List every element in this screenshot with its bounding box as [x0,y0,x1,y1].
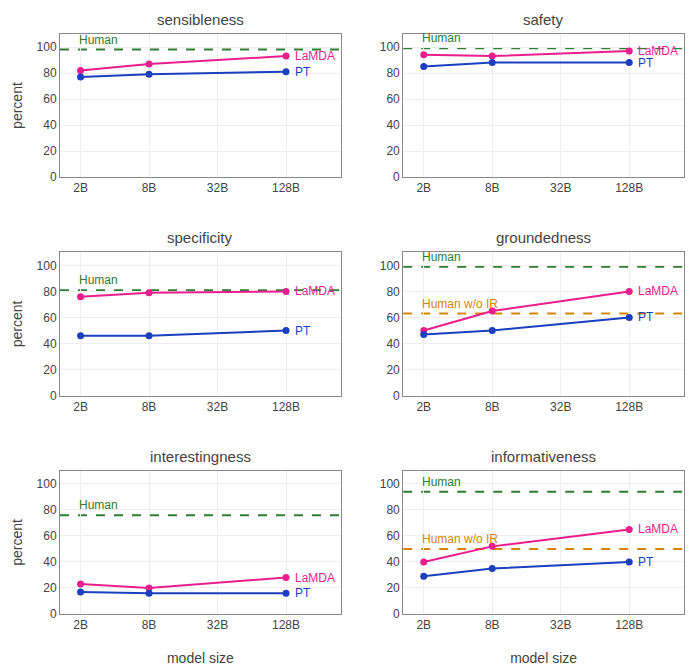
svg-text:PT: PT [295,324,311,338]
svg-text:model size: model size [167,650,234,666]
svg-text:Human: Human [422,475,461,489]
svg-text:2B: 2B [416,400,431,414]
svg-text:8B: 8B [142,618,157,632]
svg-text:40: 40 [386,337,400,351]
svg-text:PT: PT [295,65,311,79]
svg-text:128B: 128B [615,181,643,195]
svg-text:60: 60 [43,92,57,106]
svg-text:100: 100 [37,40,57,54]
svg-text:PT: PT [638,310,654,324]
svg-text:40: 40 [43,118,57,132]
svg-text:8B: 8B [485,181,500,195]
svg-text:80: 80 [386,66,400,80]
svg-text:groundedness: groundedness [496,229,591,246]
svg-text:100: 100 [380,40,400,54]
svg-text:percent: percent [9,519,25,566]
svg-text:40: 40 [43,337,57,351]
svg-text:0: 0 [393,389,400,403]
svg-text:0: 0 [50,170,57,184]
svg-text:LaMDA: LaMDA [638,284,678,298]
svg-text:32B: 32B [550,618,571,632]
svg-text:2B: 2B [73,618,88,632]
svg-text:Human: Human [422,31,461,45]
svg-text:0: 0 [50,607,57,621]
svg-text:model size: model size [510,650,577,666]
svg-text:Human w/o IR: Human w/o IR [422,532,498,546]
svg-text:32B: 32B [207,618,228,632]
svg-text:20: 20 [43,144,57,158]
svg-text:40: 40 [386,118,400,132]
svg-text:32B: 32B [550,400,571,414]
svg-text:0: 0 [50,389,57,403]
svg-text:128B: 128B [615,400,643,414]
svg-text:128B: 128B [272,181,300,195]
svg-text:Human: Human [422,250,461,264]
svg-text:60: 60 [386,92,400,106]
svg-text:80: 80 [43,66,57,80]
svg-text:20: 20 [43,363,57,377]
svg-text:2B: 2B [73,181,88,195]
svg-text:safety: safety [523,11,564,28]
svg-text:60: 60 [386,529,400,543]
svg-text:LaMDA: LaMDA [638,522,678,536]
svg-text:Human: Human [79,33,118,47]
svg-text:100: 100 [380,477,400,491]
svg-text:PT: PT [295,586,311,600]
svg-text:20: 20 [386,363,400,377]
svg-text:40: 40 [43,555,57,569]
svg-text:60: 60 [43,529,57,543]
svg-text:32B: 32B [207,400,228,414]
svg-text:LaMDA: LaMDA [295,49,335,63]
svg-text:8B: 8B [142,400,157,414]
svg-text:informativeness: informativeness [491,448,596,465]
svg-text:8B: 8B [485,618,500,632]
svg-text:Human: Human [79,498,118,512]
svg-text:20: 20 [43,581,57,595]
svg-text:100: 100 [37,259,57,273]
svg-text:sensibleness: sensibleness [157,11,244,28]
svg-text:0: 0 [393,607,400,621]
svg-text:100: 100 [380,259,400,273]
svg-text:32B: 32B [550,181,571,195]
svg-text:40: 40 [386,555,400,569]
svg-text:20: 20 [386,581,400,595]
svg-text:80: 80 [386,285,400,299]
svg-text:80: 80 [386,503,400,517]
svg-text:80: 80 [43,503,57,517]
svg-text:128B: 128B [615,618,643,632]
svg-text:LaMDA: LaMDA [295,571,335,585]
svg-text:128B: 128B [272,618,300,632]
svg-text:100: 100 [37,477,57,491]
svg-text:LaMDA: LaMDA [638,44,678,58]
svg-text:LaMDA: LaMDA [295,284,335,298]
svg-text:Human w/o IR: Human w/o IR [422,297,498,311]
svg-text:8B: 8B [142,181,157,195]
svg-text:percent: percent [9,301,25,348]
svg-text:20: 20 [386,144,400,158]
svg-text:80: 80 [43,285,57,299]
svg-text:60: 60 [43,311,57,325]
svg-text:2B: 2B [416,618,431,632]
svg-text:interestingness: interestingness [150,448,251,465]
svg-text:60: 60 [386,311,400,325]
svg-text:128B: 128B [272,400,300,414]
svg-text:0: 0 [393,170,400,184]
svg-text:2B: 2B [416,181,431,195]
svg-text:8B: 8B [485,400,500,414]
svg-text:specificity: specificity [167,229,233,246]
svg-text:percent: percent [9,82,25,129]
svg-text:PT: PT [638,56,654,70]
svg-text:Human: Human [79,273,118,287]
svg-text:PT: PT [638,555,654,569]
svg-text:32B: 32B [207,181,228,195]
svg-text:2B: 2B [73,400,88,414]
